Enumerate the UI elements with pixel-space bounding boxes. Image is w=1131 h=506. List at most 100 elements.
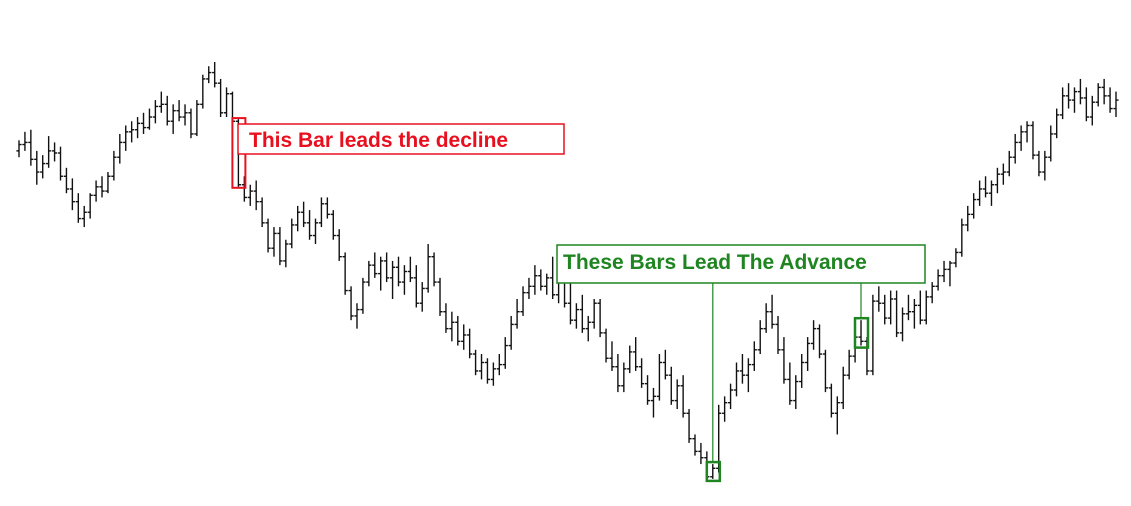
ohlc-bar [763, 303, 769, 333]
ohlc-bar [929, 282, 935, 304]
ohlc-bar [905, 294, 912, 321]
ohlc-bar [176, 100, 182, 122]
ohlc-bar [51, 142, 58, 162]
ohlc-bar [633, 337, 639, 371]
ohlc-bar [200, 74, 206, 109]
ohlc-bar [354, 303, 360, 329]
ohlc-bar [597, 299, 603, 338]
ohlc-bar [419, 282, 425, 312]
ohlc-bar [787, 362, 793, 405]
ohlc-bar [615, 354, 621, 393]
ohlc-bar [75, 193, 81, 223]
ohlc-bar [603, 328, 609, 363]
ohlc-bar [662, 349, 668, 380]
ohlc-bar [520, 286, 526, 316]
ohlc-bar [757, 320, 763, 355]
ohlc-bar [253, 180, 259, 211]
ohlc-bar [206, 66, 212, 84]
ohlc-bar [129, 121, 135, 143]
ohlc-bar [372, 252, 378, 278]
ohlc-bar [550, 256, 556, 300]
ohlc-bar [194, 100, 200, 137]
ohlc-bar [810, 320, 817, 350]
ohlc-bar [360, 277, 366, 314]
ohlc-bar [318, 197, 325, 228]
ohlc-bar [876, 286, 882, 312]
ohlc-bar [212, 62, 218, 88]
ohlc-bar [271, 227, 277, 257]
ohlc-bar [917, 290, 923, 325]
ohlc-bar [959, 218, 965, 257]
ohlc-bar [627, 345, 633, 374]
ohlc-bar [69, 178, 75, 211]
ohlc-bar [378, 256, 384, 291]
ohlc-bar [81, 205, 87, 228]
ohlc-bar [218, 78, 224, 118]
ohlc-bar [965, 205, 971, 232]
ohlc-bar [656, 354, 663, 401]
ohlc-bar [28, 129, 34, 166]
ohlc-bar [455, 315, 461, 346]
ohlc-bar [644, 375, 651, 405]
ohlc-bars [16, 62, 1119, 481]
ohlc-bar [63, 167, 70, 194]
ohlc-bar [146, 108, 153, 130]
ohlc-bar [941, 260, 947, 283]
ohlc-bar [573, 303, 579, 329]
decline-annotation-box [237, 123, 565, 155]
ohlc-bar [111, 150, 117, 181]
ohlc-bar [514, 299, 520, 329]
ohlc-bar [164, 95, 170, 126]
ohlc-bar [472, 349, 479, 376]
ohlc-bar [609, 341, 615, 371]
ohlc-bar [567, 282, 574, 325]
ohlc-bar [971, 193, 977, 219]
ohlc-bar [882, 294, 888, 325]
ohlc-bar [478, 354, 485, 380]
ohlc-bar [674, 379, 680, 410]
ohlc-bar [348, 286, 354, 321]
ohlc-bar [822, 349, 829, 393]
ohlc-bar [134, 117, 141, 139]
ohlc-bar [324, 197, 330, 219]
ohlc-bar [1089, 95, 1095, 126]
ohlc-bar [858, 320, 864, 346]
ohlc-bar [544, 273, 550, 295]
ohlc-bar [1071, 87, 1078, 113]
ohlc-bar [947, 260, 953, 287]
ohlc-bar [295, 205, 301, 232]
ohlc-bar [57, 146, 64, 181]
ohlc-bar [923, 290, 929, 325]
ohlc-bar [46, 136, 52, 168]
ohlc-bar [1000, 163, 1006, 185]
ohlc-bar [170, 104, 176, 134]
ohlc-bar [686, 409, 692, 443]
ohlc-bar [579, 294, 585, 333]
ohlc-bar [467, 328, 473, 359]
ohlc-bar [1065, 83, 1072, 109]
ohlc-bar [1113, 91, 1119, 118]
ohlc-bar [888, 290, 894, 325]
advance-annotation-box [556, 244, 926, 284]
ohlc-bar [769, 294, 775, 329]
ohlc-bar [34, 150, 40, 185]
ohlc-bar [407, 256, 413, 283]
ohlc-bar [692, 434, 698, 456]
ohlc-bar [247, 184, 253, 206]
ohlc-bar [336, 229, 342, 261]
ohlc-bar [793, 375, 799, 410]
ohlc-bar [775, 315, 781, 355]
ohlc-bar [384, 252, 390, 283]
ohlc-bar [988, 180, 995, 206]
ohlc-bar [413, 265, 419, 308]
ohlc-bar [805, 337, 811, 371]
advance-bar-highlight-1 [705, 460, 722, 483]
ohlc-bar [526, 277, 532, 300]
ohlc-bar [834, 396, 840, 435]
ohlc-bar [277, 227, 283, 266]
ohlc-bar [117, 133, 123, 164]
ohlc-bar [301, 201, 307, 228]
ohlc-bar [158, 91, 164, 113]
ohlc-bar [22, 131, 28, 151]
ohlc-bar [935, 269, 941, 291]
